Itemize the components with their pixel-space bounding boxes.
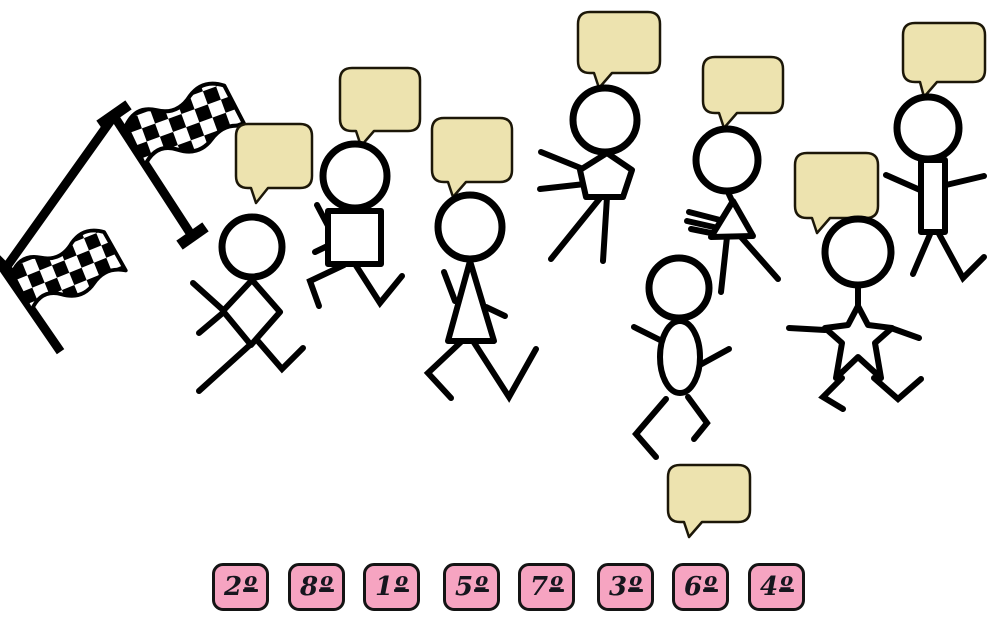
runner-3-triangle [423,191,539,403]
speech-bubble-2[interactable] [338,66,422,148]
tile-digit: 2 [223,572,243,602]
tile-ordinal-suffix: º [703,572,719,602]
tile-ordinal-suffix: º [243,572,259,602]
tile-ordinal-suffix: º [394,572,410,602]
speech-bubble-3[interactable] [430,116,514,199]
tile-digit: 1 [374,572,394,602]
tile-digit: 4 [759,572,779,602]
speech-bubble-6[interactable] [666,463,752,539]
tile-digit: 3 [608,572,628,602]
tile-digit: 6 [683,572,703,602]
runner-4-pentagon [537,84,641,264]
tile-digit: 5 [454,572,474,602]
tile-digit: 8 [299,572,319,602]
runner-6-double-oval [631,254,732,460]
tile-ordinal-suffix: º [779,572,795,602]
runner-1-diamond [190,213,306,394]
finish-flags [0,81,248,355]
runner-7-star [786,215,924,412]
checkered-flag-icon [10,228,128,313]
speech-bubble-4[interactable] [576,10,662,90]
runner-5-small-triangle [684,125,781,295]
tile-digit: 7 [529,572,549,602]
tile-ordinal-suffix: º [628,572,644,602]
tile-ordinal-suffix: º [474,572,490,602]
tile-ordinal-suffix: º [319,572,335,602]
speech-bubble-8[interactable] [901,21,987,99]
runner-8-rectangle [883,93,987,283]
checkered-flag-icon [124,81,248,168]
speech-bubble-1[interactable] [234,122,314,205]
tile-ordinal-suffix: º [549,572,565,602]
speech-bubble-7[interactable] [793,151,880,235]
speech-bubble-5[interactable] [701,55,785,130]
runner-2-square [306,140,405,309]
